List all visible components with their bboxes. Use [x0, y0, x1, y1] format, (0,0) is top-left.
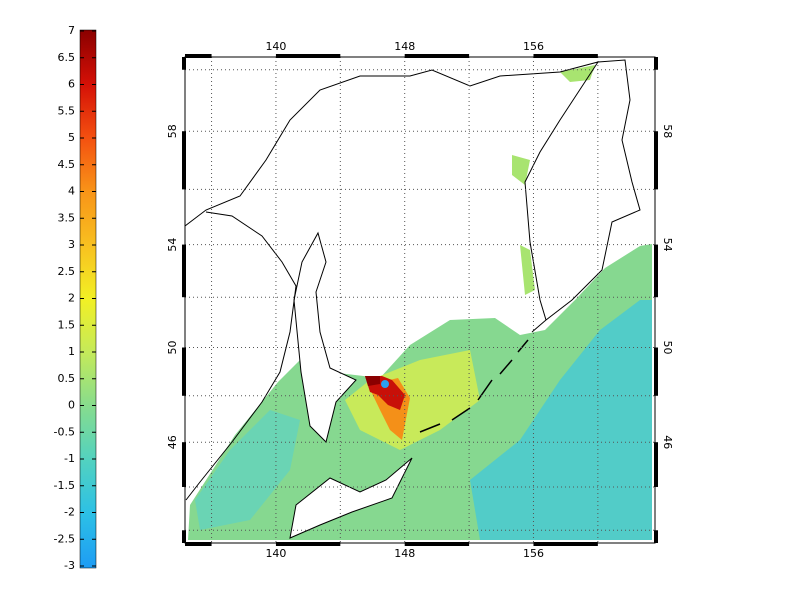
data-field-hot — [365, 376, 380, 386]
frame-bar — [182, 131, 186, 190]
kuril-islands — [419, 339, 529, 433]
frame-bar — [182, 244, 186, 298]
data-field-patch — [512, 65, 595, 295]
frame-bar — [182, 347, 186, 396]
data-field-cool — [195, 410, 300, 530]
land-mask — [289, 457, 413, 539]
frame-bar — [533, 54, 598, 58]
colorbar-label: 7 — [68, 24, 75, 37]
map-area — [185, 59, 652, 540]
coastline — [185, 59, 641, 501]
frame-bar — [654, 244, 658, 298]
colorbar-label: -2.5 — [54, 532, 75, 545]
frame-bar — [654, 442, 658, 487]
x-tick-label: 148 — [394, 40, 415, 53]
frame-bar — [654, 347, 658, 396]
x-tick-label: 156 — [523, 547, 544, 560]
data-field-warm — [345, 350, 480, 450]
y-tick-label: 54 — [166, 238, 179, 252]
frame-bar — [182, 442, 186, 487]
frame-bar — [185, 54, 212, 58]
frame-bar — [654, 530, 658, 543]
frame-bar — [654, 131, 658, 190]
x-tick-label: 140 — [265, 40, 286, 53]
y-tick-label: 46 — [166, 435, 179, 449]
colorbar-label: -0.5 — [54, 425, 75, 438]
y-tick-label: 54 — [661, 238, 674, 252]
y-tick-label: 46 — [661, 435, 674, 449]
colorbar-label: -1.5 — [54, 479, 75, 492]
colorbar-label: -2 — [64, 506, 75, 519]
colorbar-label: 6 — [68, 78, 75, 91]
y-tick-label: 58 — [166, 124, 179, 138]
colorbar-label: 5 — [68, 131, 75, 144]
colorbar-label: 0 — [68, 399, 75, 412]
colorbar-label: -3 — [64, 559, 75, 572]
frame-bar — [404, 542, 470, 546]
y-tick-label: 50 — [661, 341, 674, 355]
colorbar-label: 3 — [68, 238, 75, 251]
frame-bar — [275, 542, 341, 546]
x-tick-label: 148 — [394, 547, 415, 560]
colorbar-label: 5.5 — [58, 104, 76, 117]
data-field-cold — [381, 380, 389, 388]
colorbar-label: 3.5 — [58, 211, 76, 224]
frame-bar — [185, 542, 212, 546]
frame-bar — [533, 542, 598, 546]
colorbar-label: 1 — [68, 345, 75, 358]
frame-bar — [182, 57, 186, 70]
colorbar-label: 4.5 — [58, 158, 76, 171]
x-tick-label: 140 — [265, 547, 286, 560]
frame-bar — [404, 54, 470, 58]
frame-bar — [654, 57, 658, 70]
colorbar-label: 0.5 — [58, 372, 76, 385]
frame-bar — [275, 54, 341, 58]
colorbar-label: 1.5 — [58, 318, 76, 331]
frame-bar — [182, 530, 186, 543]
y-tick-label: 50 — [166, 341, 179, 355]
colorbar-label: 6.5 — [58, 51, 76, 64]
x-tick-label: 156 — [523, 40, 544, 53]
colorbar-label: 4 — [68, 185, 75, 198]
colorbar-label: 2 — [68, 292, 75, 305]
y-tick-label: 58 — [661, 124, 674, 138]
data-field-cool — [470, 300, 652, 540]
colorbar-label: -1 — [64, 452, 75, 465]
colorbar-label: 2.5 — [58, 265, 76, 278]
